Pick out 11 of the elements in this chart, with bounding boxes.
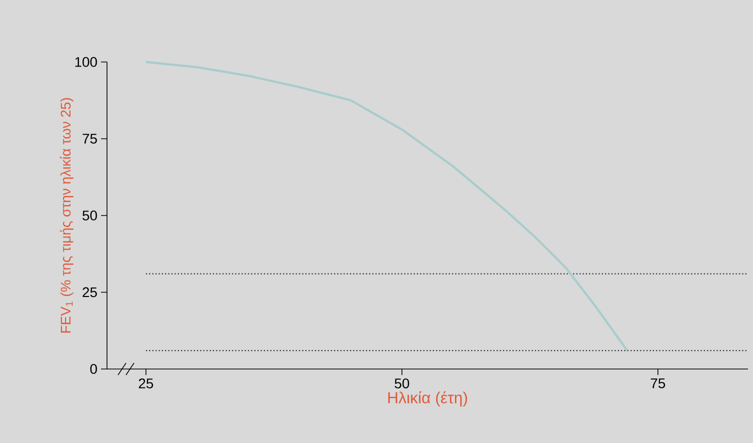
- x-tick-label: 50: [394, 378, 410, 388]
- y-axis-title: FEV$_{1}$ (% της τιμής στην ηλικία των 25): [60, 98, 74, 333]
- y-tick-label: 25: [82, 287, 97, 298]
- y-tick-label: 100: [75, 57, 97, 67]
- x-axis-title: Ηλικία (έτη): [388, 391, 468, 407]
- x-tick-label: 75: [650, 378, 666, 388]
- line-series: [144, 60, 628, 352]
- y-tick-label: 75: [82, 134, 97, 144]
- y-tick-label: 0: [90, 364, 97, 374]
- x-tick-label: 25: [138, 378, 154, 388]
- y-tick-label: 50: [82, 210, 97, 220]
